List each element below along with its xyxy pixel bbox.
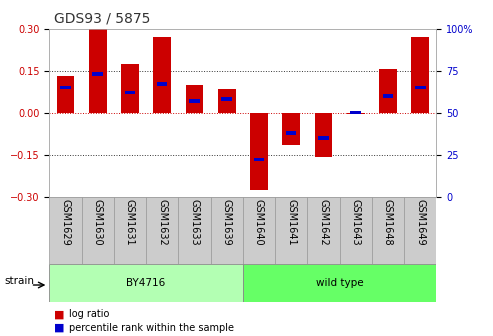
Bar xyxy=(372,197,404,264)
Bar xyxy=(243,264,436,302)
Text: GDS93 / 5875: GDS93 / 5875 xyxy=(54,11,150,25)
Text: GSM1632: GSM1632 xyxy=(157,199,167,245)
Bar xyxy=(404,197,436,264)
Text: wild type: wild type xyxy=(316,278,363,288)
Bar xyxy=(383,94,393,97)
Bar xyxy=(221,97,232,101)
Bar xyxy=(286,131,296,134)
Bar xyxy=(318,136,329,139)
Bar xyxy=(250,113,268,190)
Bar xyxy=(185,85,203,113)
Text: ■: ■ xyxy=(54,323,65,333)
Bar xyxy=(253,158,264,161)
Bar xyxy=(81,197,114,264)
Bar xyxy=(121,64,139,113)
Bar xyxy=(315,113,332,157)
Text: GSM1642: GSM1642 xyxy=(318,199,328,245)
Bar xyxy=(146,197,178,264)
Bar xyxy=(379,69,397,113)
Bar xyxy=(178,197,211,264)
Text: GSM1629: GSM1629 xyxy=(61,199,70,245)
Text: GSM1648: GSM1648 xyxy=(383,199,393,245)
Bar xyxy=(189,99,200,102)
Bar xyxy=(275,197,307,264)
Bar xyxy=(60,86,71,89)
Bar xyxy=(218,89,236,113)
Bar xyxy=(415,86,425,89)
Bar xyxy=(282,113,300,145)
Text: strain: strain xyxy=(4,276,34,286)
Text: GSM1643: GSM1643 xyxy=(351,199,361,245)
Text: GSM1630: GSM1630 xyxy=(93,199,103,245)
Bar xyxy=(125,91,135,94)
Bar xyxy=(411,37,429,113)
Bar xyxy=(211,197,243,264)
Bar xyxy=(351,111,361,114)
Text: BY4716: BY4716 xyxy=(126,278,166,288)
Bar xyxy=(157,82,168,86)
Bar xyxy=(92,72,103,76)
Bar xyxy=(243,197,275,264)
Bar xyxy=(307,197,340,264)
Text: GSM1649: GSM1649 xyxy=(415,199,425,245)
Bar xyxy=(153,37,171,113)
Bar xyxy=(57,76,74,113)
Text: GSM1631: GSM1631 xyxy=(125,199,135,245)
Text: GSM1633: GSM1633 xyxy=(189,199,200,245)
Text: log ratio: log ratio xyxy=(69,309,109,319)
Text: GSM1640: GSM1640 xyxy=(254,199,264,245)
Bar xyxy=(347,113,364,114)
Bar xyxy=(114,197,146,264)
Bar xyxy=(49,264,243,302)
Text: GSM1639: GSM1639 xyxy=(222,199,232,245)
Bar xyxy=(49,197,81,264)
Text: GSM1641: GSM1641 xyxy=(286,199,296,245)
Bar xyxy=(340,197,372,264)
Text: percentile rank within the sample: percentile rank within the sample xyxy=(69,323,234,333)
Bar xyxy=(89,29,106,113)
Text: ■: ■ xyxy=(54,309,65,319)
